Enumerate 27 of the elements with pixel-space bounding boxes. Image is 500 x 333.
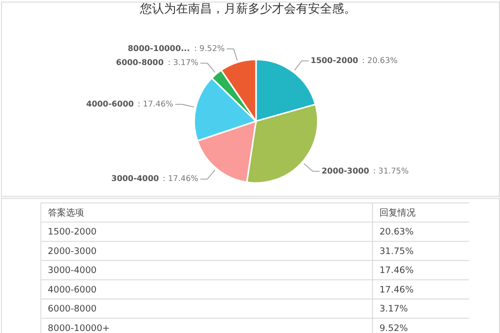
category-label: 6000-8000: [48, 304, 97, 315]
data-label: 3.17%: [379, 304, 408, 315]
data-label: 31.75%: [379, 246, 414, 257]
slice-label: 1500-2000: [310, 56, 359, 65]
category-label: 2000-3000: [48, 246, 97, 257]
data-label: : 3.17%: [168, 58, 199, 68]
category-label: 3000-4000: [48, 266, 97, 276]
slice-label: 8000-10000...: [128, 44, 190, 53]
data-label: 9.52%: [379, 324, 408, 333]
data-label: 17.46%: [379, 266, 414, 276]
data-label: : 20.63%: [362, 56, 398, 65]
data-label: : 17.46%: [162, 174, 199, 184]
slice-label: 6000-8000: [116, 58, 164, 68]
data-label: : 17.46%: [138, 99, 174, 108]
slice-label: 3000-4000: [111, 174, 160, 184]
data-label: : 9.52%: [194, 44, 226, 53]
slice-label: 4000-6000: [86, 99, 134, 108]
category-label: 8000-10000+: [48, 324, 110, 333]
slice-label: 2000-3000: [322, 166, 370, 176]
data-label: 17.46%: [379, 285, 414, 296]
text: 答案选项: [48, 207, 84, 218]
data-label: : 31.75%: [373, 166, 410, 176]
category-label: 1500-2000: [48, 228, 97, 238]
data-label: 20.63%: [379, 228, 414, 238]
chart-title: 您认为在南昌，月薪多少才会有安全感。: [139, 2, 356, 16]
category-label: 4000-6000: [48, 285, 97, 296]
text: 回复情况: [379, 207, 416, 218]
